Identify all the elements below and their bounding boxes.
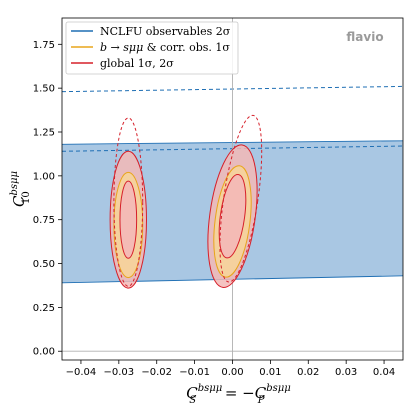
y-axis-label: Cbsμμ10 bbox=[9, 171, 32, 207]
legend-box bbox=[65, 21, 239, 75]
x-label-sub2: P bbox=[257, 395, 265, 406]
x-tick-label: 0.02 bbox=[297, 367, 319, 378]
legend-label-bsmumu-b: b bbox=[100, 41, 107, 54]
y-tick-label: 0.50 bbox=[33, 259, 55, 270]
x-label-sub: S bbox=[189, 395, 196, 406]
y-tick-label: 0.75 bbox=[33, 215, 55, 226]
x-tick-label: −0.02 bbox=[141, 367, 172, 378]
y-tick-label: 1.50 bbox=[33, 84, 55, 95]
legend-label-bsmumu: b → sμμ & corr. obs. 1σ bbox=[100, 41, 230, 54]
flavio-watermark: flavio bbox=[346, 30, 383, 44]
legend-label-bsmumu-rest: & corr. obs. 1σ bbox=[143, 41, 230, 54]
x-tick-label: −0.03 bbox=[104, 367, 135, 378]
y-label-c: C bbox=[10, 195, 28, 207]
x-label-c: C bbox=[186, 384, 198, 402]
x-tick-label: 0.04 bbox=[373, 367, 395, 378]
legend-label-global: global 1σ, 2σ bbox=[100, 57, 174, 70]
y-label-sup: bsμμ bbox=[9, 171, 20, 196]
y-tick-label: 1.25 bbox=[33, 128, 55, 139]
y-label-sub: 10 bbox=[21, 191, 32, 204]
legend: NCLFU observables 2σ b → sμμ & corr. obs… bbox=[65, 21, 239, 75]
x-tick-label: 0.00 bbox=[221, 367, 243, 378]
x-label-mid: = − bbox=[220, 384, 255, 402]
x-tick-label: −0.04 bbox=[66, 367, 97, 378]
y-tick-label: 1.75 bbox=[33, 40, 55, 51]
legend-label-bsmumu-arrow: → bbox=[107, 41, 123, 54]
global-dashed-contour-1 bbox=[113, 117, 144, 287]
x-label-sup2: bsμμ bbox=[266, 383, 291, 394]
global-1sigma-region-2 bbox=[218, 173, 247, 259]
legend-label-bsmumu-mm: μμ bbox=[129, 41, 143, 54]
x-label-sup: bsμμ bbox=[198, 383, 223, 394]
y-tick-label: 1.00 bbox=[33, 171, 55, 182]
x-label-c2: C bbox=[255, 384, 267, 402]
plot-area bbox=[62, 18, 403, 360]
x-tick-label: 0.01 bbox=[259, 367, 281, 378]
y-tick-label: 0.00 bbox=[33, 347, 55, 358]
y-tick-label: 0.25 bbox=[33, 303, 55, 314]
x-tick-label: −0.01 bbox=[179, 367, 210, 378]
axis-ticks: −0.04 −0.03 −0.02 −0.01 0.00 0.01 0.02 0.03 0.04… bbox=[33, 40, 395, 378]
legend-label-nclfu: NCLFU observables 2σ bbox=[100, 25, 231, 38]
x-axis-label: Cbsμμ S = −Cbsμμ P bbox=[186, 383, 291, 406]
x-tick-label: 0.03 bbox=[335, 367, 357, 378]
global-1sigma-region-1 bbox=[119, 180, 138, 259]
legend-label-bsmumu-s: s bbox=[123, 41, 129, 54]
global-dashed-contour-2 bbox=[219, 114, 263, 283]
